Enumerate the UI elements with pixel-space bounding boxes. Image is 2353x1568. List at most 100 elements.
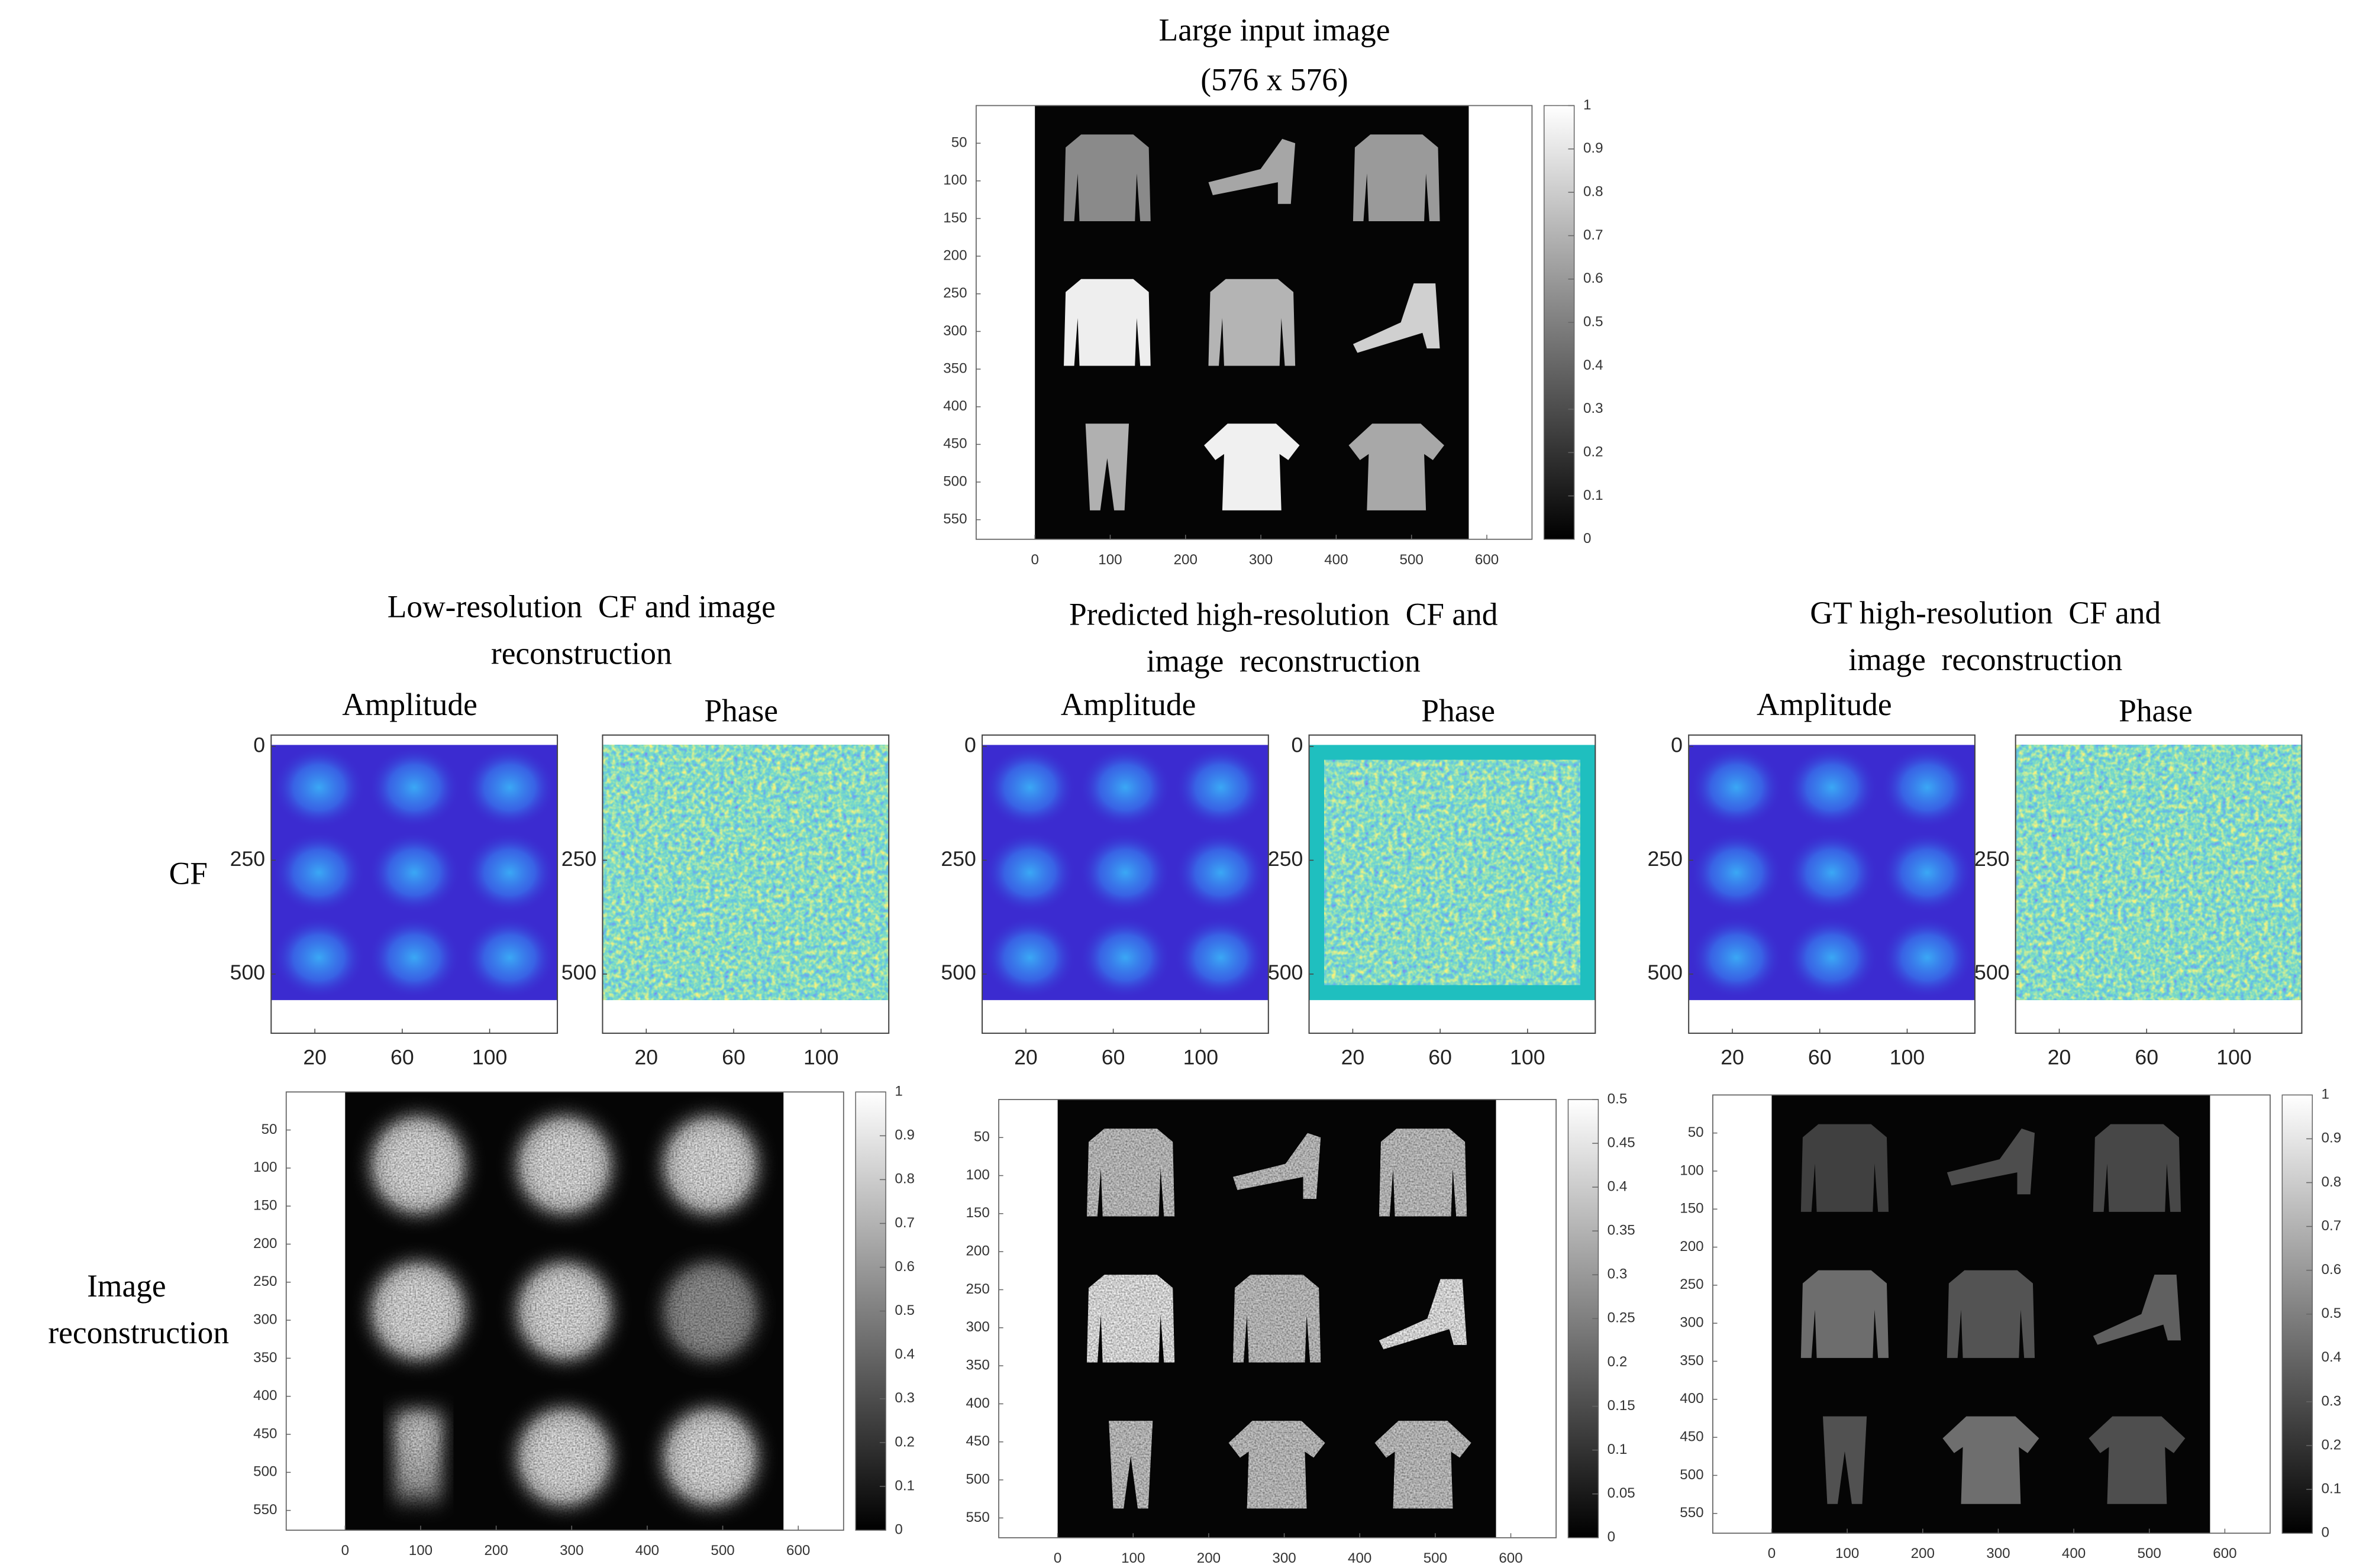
image-content bbox=[1064, 134, 1444, 510]
colorbar-tick-label: 0.1 bbox=[1583, 487, 1603, 503]
cf-blob bbox=[1786, 916, 1878, 999]
panel-label: Phase bbox=[1421, 693, 1495, 728]
item bbox=[1064, 279, 1151, 366]
item bbox=[1064, 134, 1151, 222]
y-tick-label: 500 bbox=[1974, 961, 2009, 984]
blob bbox=[374, 1119, 462, 1211]
blob bbox=[666, 1119, 754, 1211]
x-tick-label: 300 bbox=[560, 1543, 583, 1559]
colorbar-tick-label: 0.2 bbox=[1583, 444, 1603, 460]
y-tick-label: 250 bbox=[1648, 847, 1683, 871]
x-tick-label: 500 bbox=[2138, 1546, 2161, 1561]
top-title: Large input image bbox=[1159, 12, 1390, 48]
colorbar-tick-label: 0.2 bbox=[1608, 1354, 1628, 1370]
colorbar-tick-label: 0.9 bbox=[1583, 140, 1603, 156]
item bbox=[1232, 1133, 1321, 1199]
x-tick-label: 100 bbox=[1121, 1550, 1145, 1566]
group-title: reconstruction bbox=[491, 636, 672, 671]
x-tick-label: 400 bbox=[1348, 1550, 1371, 1566]
x-tick-label: 100 bbox=[2216, 1046, 2251, 1069]
y-tick-label: 0 bbox=[1292, 733, 1303, 756]
x-tick-label: 600 bbox=[786, 1543, 810, 1559]
y-tick-label: 250 bbox=[230, 847, 265, 871]
item bbox=[1348, 423, 1444, 510]
y-tick-label: 300 bbox=[253, 1311, 277, 1327]
row-label: reconstruction bbox=[48, 1315, 229, 1350]
item bbox=[1823, 1416, 1867, 1504]
image bbox=[1771, 1095, 2210, 1534]
colorbar-tick-label: 0.5 bbox=[2322, 1305, 2342, 1321]
x-tick-label: 60 bbox=[1808, 1046, 1832, 1069]
cf-blob bbox=[1690, 746, 1783, 829]
panel-label: Amplitude bbox=[342, 687, 477, 722]
x-tick-label: 100 bbox=[1098, 552, 1122, 568]
panel-label: Phase bbox=[704, 693, 778, 728]
y-tick-label: 450 bbox=[943, 436, 967, 452]
cf-blob bbox=[1881, 831, 1974, 914]
panel-label: Amplitude bbox=[1061, 687, 1196, 722]
x-tick-label: 100 bbox=[472, 1046, 507, 1069]
axes-frame bbox=[982, 734, 1269, 1034]
cf-blob bbox=[1881, 916, 1974, 999]
y-tick-label: 400 bbox=[253, 1388, 277, 1404]
colorbar-tick-label: 0.1 bbox=[895, 1478, 915, 1493]
item bbox=[1800, 1270, 1889, 1358]
y-tick-label: 250 bbox=[941, 847, 976, 871]
item bbox=[1942, 1416, 2039, 1504]
x-tick-label: 400 bbox=[635, 1543, 659, 1559]
y-tick-label: 550 bbox=[1680, 1505, 1703, 1521]
item bbox=[1353, 283, 1440, 353]
y-tick-label: 450 bbox=[1680, 1428, 1703, 1444]
cf-blob bbox=[1079, 746, 1171, 829]
cf-image bbox=[2015, 745, 2302, 1000]
colorbar-tick-label: 0.8 bbox=[895, 1171, 915, 1187]
y-tick-label: 150 bbox=[253, 1198, 277, 1214]
panel-label: Amplitude bbox=[1757, 687, 1892, 722]
cf-blob bbox=[463, 831, 556, 914]
y-tick-label: 400 bbox=[966, 1395, 989, 1411]
x-tick-label: 200 bbox=[1174, 552, 1198, 568]
cf-blob bbox=[1690, 916, 1783, 999]
y-tick-label: 250 bbox=[1268, 847, 1303, 871]
y-tick-label: 500 bbox=[253, 1464, 277, 1480]
item bbox=[1087, 1129, 1175, 1217]
cf-blob bbox=[983, 831, 1076, 914]
y-tick-label: 100 bbox=[943, 172, 967, 188]
x-tick-label: 500 bbox=[1424, 1550, 1447, 1566]
x-tick-label: 300 bbox=[1272, 1550, 1296, 1566]
y-tick-label: 400 bbox=[1680, 1391, 1703, 1407]
item bbox=[2089, 1416, 2186, 1504]
item bbox=[1947, 1270, 2035, 1358]
y-tick-label: 150 bbox=[943, 210, 967, 226]
item bbox=[1374, 1421, 1471, 1509]
item bbox=[1204, 423, 1300, 510]
colorbar-tick-label: 0.9 bbox=[895, 1127, 915, 1143]
y-tick-label: 350 bbox=[1680, 1353, 1703, 1369]
y-tick-label: 550 bbox=[966, 1509, 989, 1525]
item bbox=[1085, 423, 1129, 510]
axes-frame bbox=[1712, 1094, 2271, 1534]
blob bbox=[520, 1119, 608, 1211]
cf-blob bbox=[463, 916, 556, 999]
y-tick-label: 250 bbox=[1680, 1276, 1703, 1292]
colorbar-tick-label: 0 bbox=[1608, 1529, 1615, 1545]
y-tick-label: 50 bbox=[262, 1121, 277, 1137]
image-content bbox=[1800, 1124, 2186, 1504]
cf-image bbox=[1324, 759, 1580, 985]
cf-blob bbox=[1786, 831, 1878, 914]
cf-blob bbox=[272, 746, 365, 829]
y-tick-label: 500 bbox=[1648, 961, 1683, 984]
image-content bbox=[1087, 1129, 1471, 1509]
colorbar-tick-label: 0.05 bbox=[1608, 1485, 1635, 1501]
x-tick-label: 0 bbox=[1054, 1550, 1061, 1566]
colorbar-tick-label: 1 bbox=[2322, 1087, 2329, 1103]
axes-frame bbox=[2015, 734, 2303, 1034]
y-tick-label: 250 bbox=[1974, 847, 2009, 871]
x-tick-label: 0 bbox=[1768, 1546, 1776, 1561]
x-tick-label: 200 bbox=[1197, 1550, 1221, 1566]
item bbox=[1228, 1421, 1325, 1509]
colorbar-tick-label: 0.4 bbox=[2322, 1349, 2342, 1365]
colorbar-tick-label: 0.7 bbox=[895, 1215, 915, 1231]
colorbar-tick-label: 0.3 bbox=[1608, 1266, 1628, 1282]
